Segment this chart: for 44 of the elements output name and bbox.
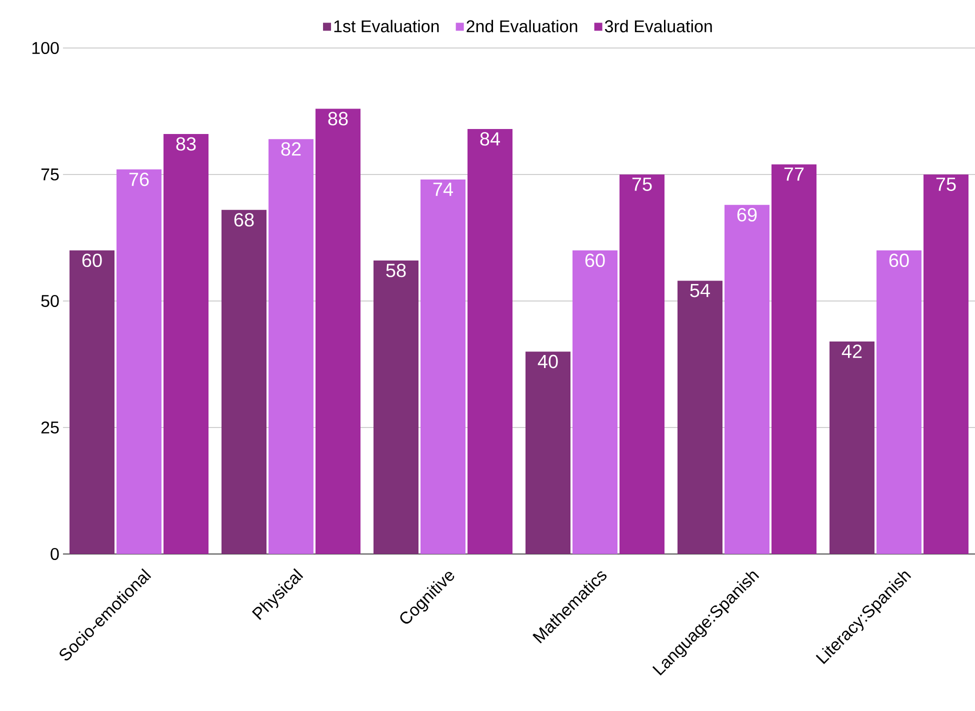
bar (316, 108, 361, 554)
data-label: 76 (129, 172, 149, 186)
data-label: 40 (538, 354, 558, 368)
data-label: 60 (889, 254, 909, 268)
data-label: 84 (480, 132, 500, 146)
data-label: 60 (585, 254, 605, 268)
y-tick-label: 50 (41, 294, 59, 308)
data-label: 60 (82, 254, 102, 268)
data-label: 75 (936, 178, 956, 191)
data-label: 83 (176, 137, 196, 151)
data-label: 54 (690, 284, 710, 298)
bar (374, 260, 418, 554)
legend-label: 1st Evaluation (334, 20, 439, 32)
bar (268, 139, 314, 554)
bar (116, 169, 162, 554)
bar (830, 341, 874, 554)
data-label: 77 (784, 168, 804, 181)
bar (526, 352, 570, 554)
bar (572, 250, 618, 554)
bar (923, 174, 968, 554)
data-label: 82 (281, 142, 301, 156)
bar (420, 180, 466, 554)
y-tick-label: 25 (41, 421, 59, 434)
data-label: 88 (328, 112, 348, 126)
bar (771, 164, 816, 554)
bar (222, 210, 266, 554)
data-label: 69 (737, 208, 757, 222)
y-tick-label: 0 (50, 548, 59, 560)
y-tick-label: 100 (32, 42, 59, 54)
y-tick-label: 75 (41, 168, 59, 180)
data-label: 68 (234, 213, 254, 227)
bar (620, 174, 664, 554)
data-label: 74 (433, 182, 454, 196)
data-label: 42 (842, 344, 862, 358)
legend-label: 2nd Evaluation (466, 20, 578, 32)
bar (724, 204, 770, 554)
bar (70, 250, 115, 554)
data-label: 75 (632, 178, 652, 191)
bar (876, 250, 922, 554)
data-label: 58 (386, 264, 406, 278)
bar (468, 128, 513, 554)
bar (164, 134, 209, 554)
legend-label: 3rd Evaluation (604, 20, 712, 32)
bar (678, 280, 722, 554)
